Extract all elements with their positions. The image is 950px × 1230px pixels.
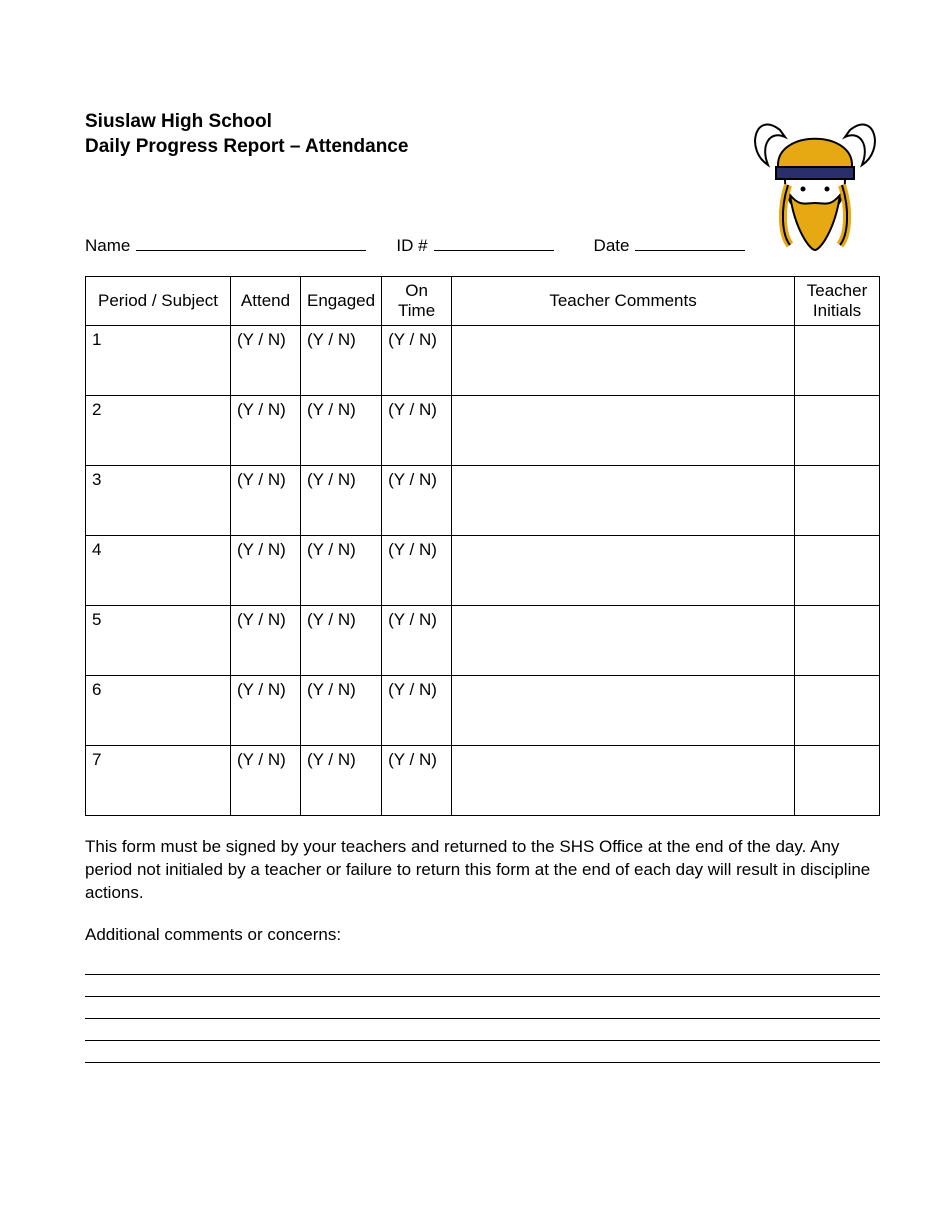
initials-cell[interactable] <box>795 676 880 746</box>
ontime-cell[interactable]: (Y / N) <box>382 396 452 466</box>
comments-cell[interactable] <box>452 396 795 466</box>
col-attend: Attend <box>231 277 301 326</box>
period-cell: 6 <box>86 676 231 746</box>
ontime-cell[interactable]: (Y / N) <box>382 326 452 396</box>
col-ontime: On Time <box>382 277 452 326</box>
engaged-cell[interactable]: (Y / N) <box>301 396 382 466</box>
attend-cell[interactable]: (Y / N) <box>231 746 301 816</box>
name-label: Name <box>85 236 130 256</box>
report-title: Daily Progress Report – Attendance <box>85 135 408 160</box>
table-body: 1(Y / N)(Y / N)(Y / N)2(Y / N)(Y / N)(Y … <box>86 326 880 816</box>
viking-logo-icon <box>740 95 890 255</box>
attend-cell[interactable]: (Y / N) <box>231 466 301 536</box>
engaged-cell[interactable]: (Y / N) <box>301 326 382 396</box>
initials-cell[interactable] <box>795 326 880 396</box>
engaged-cell[interactable]: (Y / N) <box>301 466 382 536</box>
name-input[interactable] <box>136 234 366 251</box>
comment-line[interactable] <box>85 953 880 975</box>
engaged-cell[interactable]: (Y / N) <box>301 676 382 746</box>
table-row: 6(Y / N)(Y / N)(Y / N) <box>86 676 880 746</box>
comment-line[interactable] <box>85 997 880 1019</box>
initials-cell[interactable] <box>795 396 880 466</box>
table-row: 7(Y / N)(Y / N)(Y / N) <box>86 746 880 816</box>
period-cell: 7 <box>86 746 231 816</box>
comments-cell[interactable] <box>452 746 795 816</box>
date-input[interactable] <box>635 234 745 251</box>
col-period: Period / Subject <box>86 277 231 326</box>
attend-cell[interactable]: (Y / N) <box>231 326 301 396</box>
table-row: 4(Y / N)(Y / N)(Y / N) <box>86 536 880 606</box>
table-row: 2(Y / N)(Y / N)(Y / N) <box>86 396 880 466</box>
table-row: 3(Y / N)(Y / N)(Y / N) <box>86 466 880 536</box>
school-name: Siuslaw High School <box>85 110 408 135</box>
date-label: Date <box>594 236 630 256</box>
period-cell: 3 <box>86 466 231 536</box>
table-row: 5(Y / N)(Y / N)(Y / N) <box>86 606 880 676</box>
page: Siuslaw High School Daily Progress Repor… <box>0 0 950 1230</box>
period-cell: 2 <box>86 396 231 466</box>
col-engaged: Engaged <box>301 277 382 326</box>
additional-comments-lines[interactable] <box>85 953 880 1063</box>
engaged-cell[interactable]: (Y / N) <box>301 536 382 606</box>
instructions-text: This form must be signed by your teacher… <box>85 836 880 905</box>
additional-comments-label: Additional comments or concerns: <box>85 925 880 945</box>
comments-cell[interactable] <box>452 326 795 396</box>
initials-cell[interactable] <box>795 746 880 816</box>
period-cell: 1 <box>86 326 231 396</box>
comments-cell[interactable] <box>452 676 795 746</box>
attend-cell[interactable]: (Y / N) <box>231 676 301 746</box>
period-cell: 4 <box>86 536 231 606</box>
comment-line[interactable] <box>85 1019 880 1041</box>
id-label: ID # <box>396 236 427 256</box>
table-row: 1(Y / N)(Y / N)(Y / N) <box>86 326 880 396</box>
ontime-cell[interactable]: (Y / N) <box>382 746 452 816</box>
col-initials: Teacher Initials <box>795 277 880 326</box>
attend-cell[interactable]: (Y / N) <box>231 606 301 676</box>
initials-cell[interactable] <box>795 606 880 676</box>
ontime-cell[interactable]: (Y / N) <box>382 606 452 676</box>
id-input[interactable] <box>434 234 554 251</box>
engaged-cell[interactable]: (Y / N) <box>301 746 382 816</box>
comment-line[interactable] <box>85 1041 880 1063</box>
ontime-cell[interactable]: (Y / N) <box>382 676 452 746</box>
engaged-cell[interactable]: (Y / N) <box>301 606 382 676</box>
comments-cell[interactable] <box>452 606 795 676</box>
attend-cell[interactable]: (Y / N) <box>231 396 301 466</box>
attendance-table: Period / Subject Attend Engaged On Time … <box>85 276 880 816</box>
comments-cell[interactable] <box>452 536 795 606</box>
comments-cell[interactable] <box>452 466 795 536</box>
comment-line[interactable] <box>85 975 880 997</box>
period-cell: 5 <box>86 606 231 676</box>
col-comments: Teacher Comments <box>452 277 795 326</box>
attend-cell[interactable]: (Y / N) <box>231 536 301 606</box>
ontime-cell[interactable]: (Y / N) <box>382 466 452 536</box>
initials-cell[interactable] <box>795 466 880 536</box>
title-block: Siuslaw High School Daily Progress Repor… <box>85 110 408 159</box>
initials-cell[interactable] <box>795 536 880 606</box>
table-header-row: Period / Subject Attend Engaged On Time … <box>86 277 880 326</box>
ontime-cell[interactable]: (Y / N) <box>382 536 452 606</box>
